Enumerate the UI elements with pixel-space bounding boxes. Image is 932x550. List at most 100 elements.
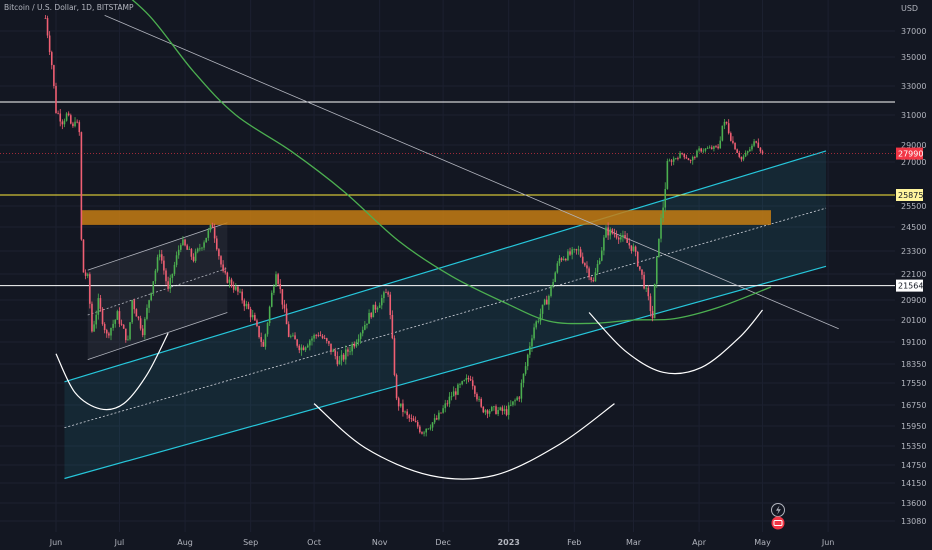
candle-body (103, 324, 106, 331)
price-axis-background[interactable] (895, 0, 932, 550)
candle-body (482, 406, 485, 413)
candle-body (78, 122, 81, 133)
candle-body (372, 304, 375, 318)
candle-body (182, 239, 184, 246)
price-tick-label: 20900 (901, 296, 926, 305)
time-axis: Jun Jul Aug Sep Oct Nov Dec 2023 Feb Mar Apr May Jun (49, 538, 835, 547)
symbol-title: Bitcoin / U.S. Dollar, 1D, BITSTAMP (4, 3, 134, 12)
candle-body (609, 229, 612, 236)
candle-body (683, 153, 686, 158)
news-icon[interactable] (771, 516, 785, 530)
candle-body (393, 338, 396, 375)
candle-body (264, 334, 267, 347)
price-tick-label: 13080 (901, 517, 926, 526)
candle-body (165, 270, 167, 282)
candle-body (529, 346, 531, 355)
candle-body (581, 256, 584, 264)
candle-body (383, 292, 385, 299)
price-axis: 37000 35000 33000 31000 29000 27000 25500 24500… (901, 27, 926, 526)
candle-body (450, 396, 453, 398)
candle-body (84, 272, 87, 276)
candle-body (435, 418, 438, 420)
candle-body (135, 309, 138, 317)
candle-body (501, 407, 504, 412)
candle-body (575, 249, 578, 251)
candle-body (410, 418, 413, 419)
candle-body (543, 299, 546, 305)
candle-body (368, 312, 370, 324)
candle-body (598, 260, 601, 264)
candle-body (302, 347, 305, 351)
candle-body (459, 384, 461, 385)
candle-body (444, 403, 447, 409)
price-label-text: 27990 (898, 150, 923, 159)
candle-body (160, 254, 163, 261)
candle-body (328, 341, 330, 344)
candle-body (319, 335, 322, 337)
candle-body (120, 323, 123, 325)
candle-body (495, 406, 497, 415)
candle-body (215, 238, 218, 250)
candle-body (118, 311, 121, 324)
candle-body (571, 249, 573, 255)
candle-body (687, 158, 690, 161)
cup-arc (55, 332, 169, 411)
trendline (104, 15, 839, 330)
candle-body (662, 207, 664, 218)
candle-body (220, 256, 222, 265)
candle-body (702, 150, 705, 152)
candle-body (600, 250, 603, 261)
candle-body (237, 286, 239, 292)
candle-body (222, 264, 224, 271)
candle-body (647, 287, 650, 297)
candle-body (357, 338, 360, 342)
candle-body (186, 245, 188, 250)
candle-body (226, 272, 229, 283)
candle-body (628, 242, 631, 246)
candle-body (275, 274, 277, 287)
candle-body (433, 418, 436, 423)
candle-body (550, 285, 552, 296)
candle-body (691, 157, 694, 161)
candle-body (689, 160, 692, 161)
candle-body (300, 347, 303, 351)
ma-line (131, 0, 772, 325)
candle-body (569, 251, 571, 255)
candle-body (332, 350, 334, 352)
candle-body (666, 161, 669, 189)
candle-body (251, 315, 254, 318)
candle-body (260, 337, 262, 342)
candle-body (359, 333, 362, 339)
candle-body (721, 125, 724, 141)
candle-body (283, 304, 286, 309)
candle-body (560, 258, 563, 261)
candle-body (713, 146, 715, 149)
time-tick-label: Feb (567, 538, 581, 547)
candle-body (139, 318, 142, 329)
time-tick-label: 2023 (498, 538, 520, 547)
time-tick-label: Jun (821, 538, 835, 547)
candle-body (304, 347, 307, 351)
candle-body (645, 287, 647, 289)
candle-body (586, 265, 588, 269)
candle-body (558, 258, 561, 264)
price-tick-label: 15950 (901, 422, 926, 431)
candle-body (488, 411, 491, 414)
candle-body (330, 343, 332, 352)
channel-lower-line (64, 265, 827, 480)
candle-body (196, 248, 199, 252)
candle-body (239, 291, 241, 293)
candle-body (55, 86, 57, 113)
candle-body (309, 340, 311, 346)
candle-body (175, 255, 178, 265)
candle-body (167, 281, 169, 289)
candle-body (607, 227, 609, 236)
candle-body (584, 263, 586, 266)
candle-body (298, 345, 301, 351)
candle-body (704, 148, 707, 151)
candle-body (448, 396, 451, 404)
time-tick-label: Oct (307, 538, 321, 547)
candle-body (624, 235, 626, 239)
candle-body (131, 300, 133, 323)
